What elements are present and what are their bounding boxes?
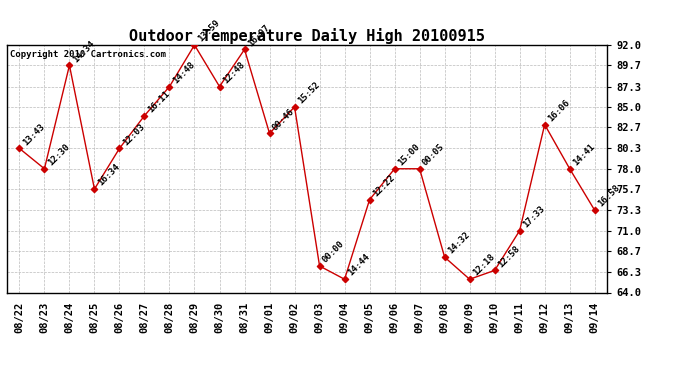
Point <box>589 207 600 213</box>
Text: 16:11: 16:11 <box>146 89 171 114</box>
Point <box>14 146 25 152</box>
Text: 17:33: 17:33 <box>521 204 546 229</box>
Point <box>564 166 575 172</box>
Text: 15:52: 15:52 <box>296 80 322 105</box>
Point <box>264 130 275 136</box>
Point <box>114 146 125 152</box>
Text: 16:34: 16:34 <box>96 162 121 188</box>
Text: 15:00: 15:00 <box>396 142 422 167</box>
Point <box>339 276 350 282</box>
Point <box>164 84 175 90</box>
Text: 14:41: 14:41 <box>571 142 596 167</box>
Text: 12:22: 12:22 <box>371 173 396 198</box>
Text: 12:58: 12:58 <box>496 244 522 269</box>
Text: 13:59: 13:59 <box>196 18 221 44</box>
Text: 14:32: 14:32 <box>446 230 471 256</box>
Point <box>539 122 550 128</box>
Point <box>314 263 325 269</box>
Point <box>489 267 500 273</box>
Point <box>289 104 300 110</box>
Text: 16:07: 16:07 <box>246 22 271 48</box>
Text: 14:48: 14:48 <box>171 60 196 85</box>
Point <box>139 113 150 119</box>
Point <box>64 62 75 68</box>
Point <box>214 84 225 90</box>
Text: 14:34: 14:34 <box>71 39 96 64</box>
Text: 12:30: 12:30 <box>46 142 71 167</box>
Text: 12:18: 12:18 <box>471 252 496 278</box>
Point <box>189 42 200 48</box>
Point <box>464 276 475 282</box>
Text: 16:58: 16:58 <box>596 183 622 209</box>
Text: 12:48: 12:48 <box>221 60 246 85</box>
Text: Copyright 2010 Cartronics.com: Copyright 2010 Cartronics.com <box>10 50 166 59</box>
Text: 00:00: 00:00 <box>321 239 346 265</box>
Text: 12:03: 12:03 <box>121 122 146 147</box>
Point <box>389 166 400 172</box>
Text: 16:06: 16:06 <box>546 98 571 123</box>
Point <box>39 166 50 172</box>
Text: 13:43: 13:43 <box>21 122 46 147</box>
Point <box>89 186 100 192</box>
Title: Outdoor Temperature Daily High 20100915: Outdoor Temperature Daily High 20100915 <box>129 28 485 44</box>
Text: 00:46: 00:46 <box>271 106 296 132</box>
Point <box>414 166 425 172</box>
Point <box>439 254 450 260</box>
Point <box>239 46 250 53</box>
Point <box>364 196 375 202</box>
Text: 14:44: 14:44 <box>346 252 371 278</box>
Point <box>514 228 525 234</box>
Text: 00:05: 00:05 <box>421 142 446 167</box>
